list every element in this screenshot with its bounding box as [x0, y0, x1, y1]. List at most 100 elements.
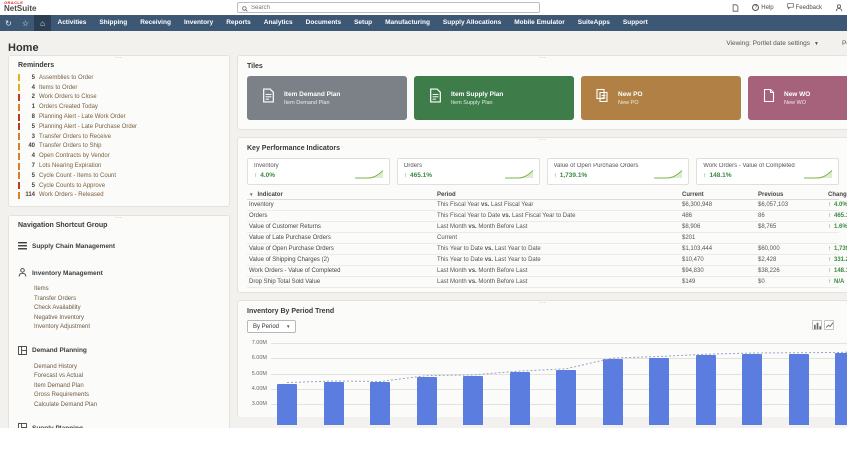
kpi-row-work-orders-value-of-completed[interactable]: Work Orders - Value of Completed Last Mon…: [247, 266, 847, 277]
sparkline-icon: [504, 170, 533, 179]
kpi-card-orders[interactable]: Orders ↑ 465.1%: [396, 158, 540, 185]
kpi-row-value-of-shipping-charges-2[interactable]: Value of Shipping Charges (2) This Year t…: [247, 255, 847, 266]
kpi-row-value-of-customer-returns[interactable]: Value of Customer Returns Last Month vs. …: [247, 222, 847, 233]
reminder-item-planning-alert-late-work-order[interactable]: 8 Planning Alert - Late Work Order: [18, 112, 220, 122]
header-indicator[interactable]: ▼ Indicator: [247, 192, 437, 198]
portlet-menu-icon[interactable]: ⋯: [539, 300, 547, 307]
tile-item-demand-plan[interactable]: Item Demand Plan Item Demand Plan: [247, 76, 407, 120]
kpi-row-inventory[interactable]: Inventory This Fiscal Year vs. Last Fisca…: [247, 200, 847, 211]
cell-change: ↑465.1%: [828, 213, 847, 219]
tile-new-po[interactable]: New PO New PO: [581, 76, 741, 120]
shortcut-section-header[interactable]: Supply Planning: [18, 419, 220, 428]
tile-item-supply-plan[interactable]: Item Supply Plan Item Supply Plan: [414, 76, 574, 120]
portlet-date-settings-dropdown[interactable]: Viewing: Portlet date settings ▼: [726, 40, 819, 47]
nav-item-shipping[interactable]: Shipping: [99, 19, 128, 26]
create-new-icon[interactable]: [732, 3, 739, 12]
portlet-menu-icon[interactable]: ⋯: [115, 215, 123, 223]
shortcut-section-header[interactable]: Demand Planning: [18, 342, 220, 360]
portlet-menu-icon[interactable]: ⋯: [115, 55, 123, 62]
shortcut-link-gross-requirements[interactable]: Gross Requirements: [34, 392, 90, 399]
chart-bar[interactable]: [323, 382, 344, 425]
chart-bar[interactable]: [556, 369, 576, 425]
netsuite-logo[interactable]: ORACLE NetSuite: [4, 1, 36, 13]
reminder-item-cycle-counts-to-approve[interactable]: 5 Cycle Counts to Approve: [18, 181, 220, 191]
feedback-button[interactable]: Feedback: [786, 3, 822, 12]
shortcut-link-check-availability[interactable]: Check Availability: [34, 305, 81, 312]
reminder-item-transfer-orders-to-ship[interactable]: 40 Transfer Orders to Ship: [18, 142, 220, 152]
chart-controls: By Period ▼: [247, 320, 847, 333]
chart-bar[interactable]: [416, 376, 437, 425]
shortcut-link-transfer-orders[interactable]: Transfer Orders: [34, 295, 77, 302]
reminder-item-lots-nearing-expiration[interactable]: 7 Lots Nearing Expiration: [18, 161, 220, 171]
search-input[interactable]: [251, 4, 535, 11]
kpi-card-value-of-open-purchase-orders[interactable]: Value of Open Purchase Orders ↑ 1,739.1%: [546, 158, 690, 185]
chart-type-line-button[interactable]: [824, 320, 834, 330]
nav-item-documents[interactable]: Documents: [305, 19, 342, 26]
chart-bar[interactable]: [649, 357, 669, 425]
reminder-item-orders-created-today[interactable]: 1 Orders Created Today: [18, 102, 220, 112]
kpi-row-value-of-open-purchase-orders[interactable]: Value of Open Purchase Orders This Year t…: [247, 244, 847, 255]
chart-bar[interactable]: [370, 382, 390, 425]
nav-item-reports[interactable]: Reports: [226, 19, 251, 26]
shortcut-link-forecast-vs-actual[interactable]: Forecast vs Actual: [34, 373, 84, 380]
kpi-card-work-orders-value-of-completed[interactable]: Work Orders - Value of Completed ↑ 148.1%: [696, 158, 839, 185]
kpi-change: ↑ 1,739.1%: [554, 172, 683, 179]
kpi-card-inventory[interactable]: Inventory ↑ 4.0%: [247, 158, 390, 185]
reminder-item-planning-alert-late-purchase-order[interactable]: 5 Planning Alert - Late Purchase Order: [18, 122, 220, 132]
shortcut-link-demand-history[interactable]: Demand History: [34, 363, 78, 370]
period-dropdown[interactable]: By Period ▼: [247, 320, 297, 333]
nav-item-support[interactable]: Support: [622, 19, 648, 26]
kpi-change: ↑ 465.1%: [404, 172, 533, 179]
chart-bar[interactable]: [788, 353, 809, 425]
user-icon[interactable]: [835, 3, 843, 12]
kpi-row-value-of-late-purchase-orders[interactable]: Value of Late Purchase Orders Current $201: [247, 233, 839, 244]
shortcut-section-header[interactable]: Inventory Management: [18, 264, 220, 282]
chart-bar[interactable]: [463, 375, 483, 425]
nav-item-supply-allocations[interactable]: Supply Allocations: [442, 19, 502, 26]
chart-bar[interactable]: [835, 353, 847, 425]
chart-type-bar-button[interactable]: [812, 320, 822, 330]
chart-bar[interactable]: [602, 359, 623, 425]
collapse-triangle-icon[interactable]: ▼: [249, 192, 254, 197]
shortcut-group-header[interactable]: Supply Chain Management: [18, 237, 220, 255]
nav-item-inventory[interactable]: Inventory: [183, 19, 214, 26]
global-search[interactable]: [237, 2, 540, 13]
reminder-item-work-orders-to-close[interactable]: 2 Work Orders to Close: [18, 93, 220, 103]
nav-item-activities[interactable]: Activities: [57, 19, 87, 26]
kpi-row-orders[interactable]: Orders This Fiscal Year to Date vs. Last …: [247, 211, 847, 222]
shortcuts-star-icon[interactable]: ☆: [21, 18, 30, 28]
shortcut-link-items[interactable]: Items: [34, 286, 49, 293]
portlet-menu-icon[interactable]: ⋯: [539, 137, 547, 144]
chart-bar[interactable]: [277, 383, 297, 425]
tile-text: New WO New WO: [784, 91, 810, 106]
nav-item-receiving[interactable]: Receiving: [140, 19, 171, 26]
personalize-link[interactable]: Personalize: [842, 40, 847, 47]
portlet-menu-icon[interactable]: ⋯: [539, 55, 547, 62]
help-button[interactable]: ? Help: [752, 4, 774, 11]
y-axis-tick: 6.00M: [251, 355, 267, 362]
reminder-item-transfer-orders-to-receive[interactable]: 3 Transfer Orders to Receive: [18, 132, 220, 142]
nav-item-manufacturing[interactable]: Manufacturing: [385, 19, 430, 26]
reminder-item-assemblies-to-order[interactable]: 5 Assemblies to Order: [18, 73, 220, 83]
chart-bar[interactable]: [695, 355, 716, 425]
nav-item-setup[interactable]: Setup: [354, 19, 373, 26]
home-icon[interactable]: ⌂: [34, 15, 51, 31]
nav-item-mobile-emulator[interactable]: Mobile Emulator: [514, 19, 565, 26]
reminder-item-open-contracts-by-vendor[interactable]: 4 Open Contracts by Vendor: [18, 151, 220, 161]
tile-new-wo[interactable]: New WO New WO: [748, 76, 847, 120]
kpi-row-drop-ship-total-sold-value[interactable]: Drop Ship Total Sold Value Last Month vs.…: [247, 277, 844, 288]
indicator-name: Drop Ship Total Sold Value: [249, 279, 321, 285]
reminder-item-cycle-count-items-to-count[interactable]: 5 Cycle Count - Items to Count: [18, 171, 220, 181]
nav-item-analytics[interactable]: Analytics: [263, 19, 293, 26]
shortcut-link-inventory-adjustment[interactable]: Inventory Adjustment: [34, 324, 91, 331]
nav-item-suiteapps[interactable]: SuiteApps: [577, 19, 610, 26]
chart-bar[interactable]: [509, 372, 530, 425]
shortcut-link-calculate-demand-plan[interactable]: Calculate Demand Plan: [34, 401, 98, 408]
chart-bar[interactable]: [742, 354, 762, 425]
severity-bar: [18, 103, 20, 111]
shortcut-link-item-demand-plan[interactable]: Item Demand Plan: [34, 382, 84, 389]
reminder-item-work-orders-released[interactable]: 114 Work Orders - Released: [18, 191, 220, 201]
reminder-item-items-to-order[interactable]: 4 Items to Order: [18, 83, 220, 93]
recent-records-icon[interactable]: ↻: [5, 18, 12, 28]
shortcut-link-negative-inventory[interactable]: Negative Inventory: [34, 314, 85, 321]
